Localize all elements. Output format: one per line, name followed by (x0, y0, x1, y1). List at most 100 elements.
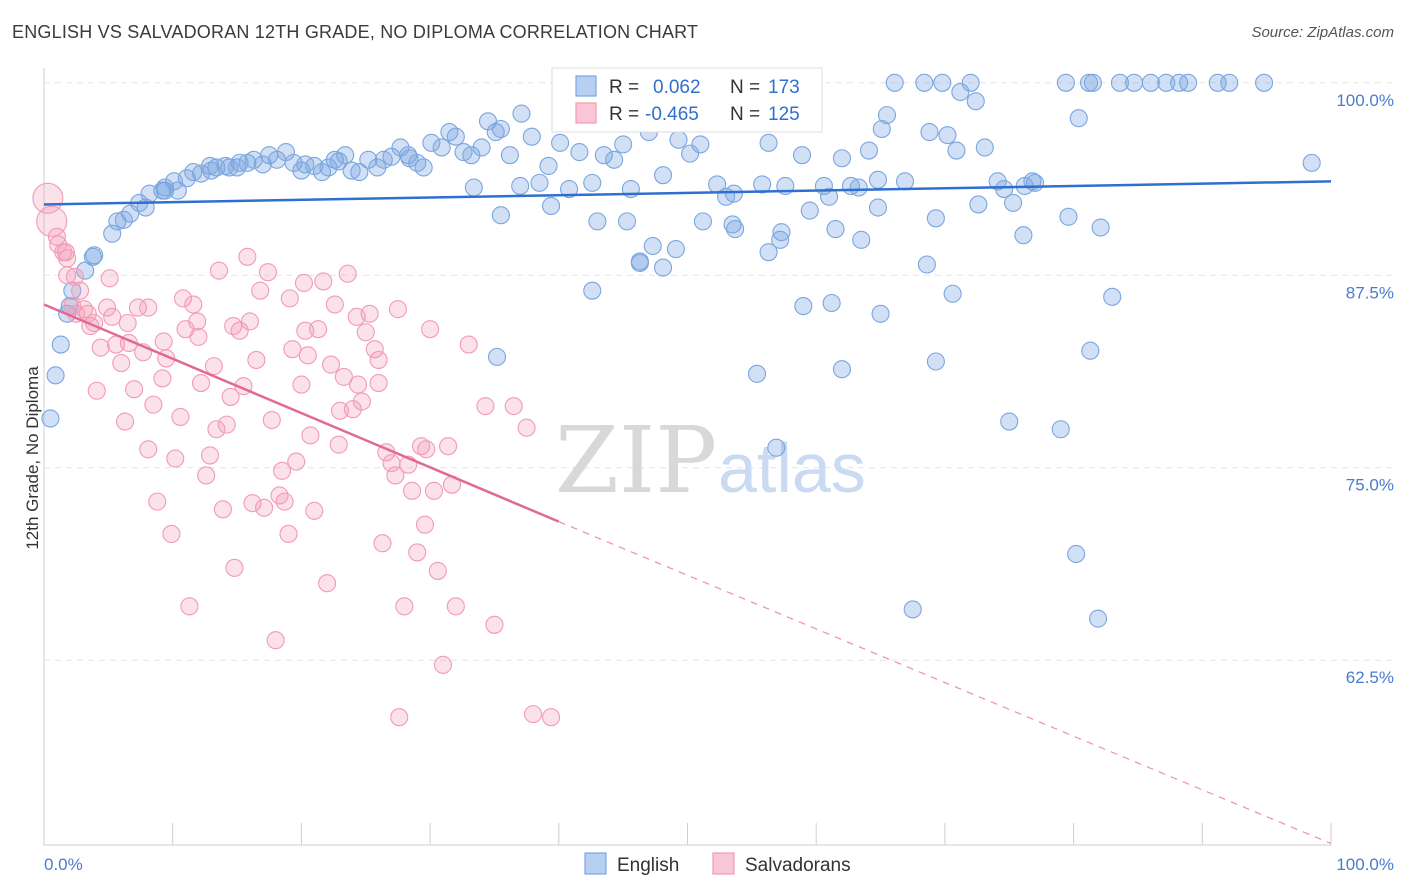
legend-english-label: English (617, 855, 679, 876)
english-point (885, 73, 904, 92)
x-axis-ticks (172, 823, 1332, 845)
salvadoran-point (485, 615, 504, 634)
salvadoran-point (224, 317, 243, 336)
english-point (422, 133, 441, 152)
english-point (1157, 73, 1176, 92)
salvadoran-point (433, 655, 453, 674)
english-point (951, 82, 970, 102)
english-point (511, 176, 530, 196)
english-point (336, 146, 355, 165)
salvadoran-point (56, 243, 75, 262)
english-point (168, 181, 187, 200)
english-point (1089, 609, 1108, 628)
english-point (943, 284, 962, 303)
salvadoran-point (162, 524, 181, 544)
english-point (933, 73, 952, 92)
trend-lines (43, 180, 1332, 845)
salvadoran-point (243, 494, 262, 513)
english-point (1025, 173, 1045, 192)
salvadoran-point (189, 327, 208, 346)
salvadoran-point (118, 313, 137, 333)
english-point (975, 138, 994, 157)
salvadoran-point (200, 446, 220, 465)
english-point (296, 155, 315, 174)
salvadoran-point (356, 323, 375, 342)
salvadoran-point (360, 304, 379, 323)
english-point (1000, 412, 1019, 431)
english-point (877, 106, 897, 125)
english-r-label: R = (609, 77, 639, 98)
salvadoran-point (439, 437, 458, 456)
english-point (681, 144, 700, 163)
english-point (826, 220, 845, 239)
legend-salvadoran-swatch (712, 852, 735, 875)
salvadoran-point (255, 498, 274, 517)
english-point (350, 163, 369, 182)
salvadoran-point (446, 597, 465, 616)
english-point (794, 297, 813, 316)
salvadoran-point (298, 346, 317, 365)
english-point (594, 146, 613, 165)
english-point (1004, 193, 1023, 212)
english-point (666, 240, 685, 259)
salvadoran-point (459, 335, 478, 354)
salvadoran-point (258, 263, 277, 282)
english-point (767, 438, 786, 457)
salvadoran-point (504, 397, 523, 416)
salvadoran-point (283, 340, 302, 359)
english-point (472, 138, 491, 157)
salvadoran-point (191, 374, 211, 393)
english-point (432, 138, 451, 157)
salvadoran-point (103, 307, 122, 326)
english-point (1302, 153, 1321, 172)
english-point (570, 143, 589, 162)
salvadoran-r-value: -0.465 (645, 104, 699, 125)
salvadoran-n-value: 125 (768, 104, 800, 125)
english-point (1081, 341, 1100, 360)
english-point (947, 141, 966, 160)
salvadoran-point (171, 407, 190, 426)
salvadoran-point (238, 247, 257, 266)
english-point (583, 281, 602, 300)
english-point (723, 215, 742, 234)
english-legend-swatch (575, 75, 597, 97)
english-point (753, 175, 772, 194)
english-point (1255, 73, 1274, 92)
english-point (462, 146, 481, 165)
english-point (605, 150, 624, 169)
english-point (500, 146, 519, 165)
english-point (643, 236, 662, 256)
salvadoran-point (365, 340, 384, 359)
salvadoran-point (251, 281, 270, 300)
english-point (1079, 73, 1099, 92)
salvadoran-point (125, 380, 144, 399)
english-n-value: 173 (768, 77, 800, 98)
english-point (207, 158, 226, 177)
y-tick-label: 100.0% (1336, 91, 1394, 110)
y-tick-label: 87.5% (1346, 283, 1394, 302)
english-point (155, 181, 175, 200)
stats-legend-box (551, 67, 823, 133)
english-point (1083, 73, 1102, 92)
salvadoran-point (204, 357, 223, 376)
english-point (1110, 73, 1129, 92)
y-axis-label: 12th Grade, No Diploma (23, 366, 42, 550)
salvadoran-point (116, 412, 135, 431)
english-point (995, 179, 1014, 199)
english-point (771, 230, 790, 249)
english-point (1059, 207, 1078, 226)
english-point (1056, 73, 1075, 92)
english-point (486, 123, 505, 142)
salvadoran-point (188, 312, 207, 331)
english-point (76, 261, 95, 280)
legend-english-swatch (584, 852, 607, 875)
salvadoran-point (197, 466, 216, 485)
salvadoran-point (128, 298, 148, 317)
english-point (792, 146, 812, 165)
salvadoran-n-label: N = (730, 104, 760, 125)
english-point (560, 179, 579, 199)
salvadoran-legend-swatch (575, 102, 597, 124)
salvadoran-point (209, 261, 229, 280)
salvadoran-point (348, 375, 368, 394)
english-point (871, 304, 890, 323)
